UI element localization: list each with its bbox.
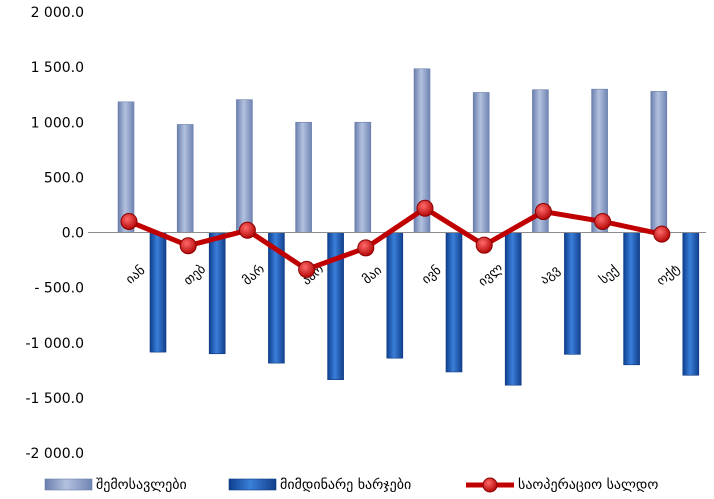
y-tick-label: 2 000.0 (31, 5, 84, 21)
income-bar (354, 121, 372, 233)
balance-point (594, 212, 612, 230)
income-bar (472, 92, 490, 233)
category-label: თებ (181, 262, 209, 289)
y-tick-label: -1 500.0 (26, 391, 85, 407)
income-bar (236, 99, 253, 233)
y-tick-label: - 500.0 (34, 281, 84, 297)
balance-point (653, 225, 671, 243)
legend: შემოსავლები მიმდინარე ხარჯები საოპერაციო ს… (44, 476, 658, 493)
y-tick-label: 1 000.0 (31, 115, 84, 131)
y-tick-label: -2 000.0 (26, 446, 85, 462)
balance-point (357, 239, 375, 257)
balance-point (238, 221, 256, 239)
y-tick-label: -1 000.0 (26, 336, 85, 352)
income-bar (176, 124, 194, 233)
category-label: სექ (597, 263, 622, 287)
balance-point (298, 260, 316, 278)
category-label: მარ (240, 262, 268, 289)
y-axis: 2 000.0 1 500.0 1 000.0 500.0 0.0 - 500.0 -1 0… (26, 5, 85, 462)
category-label: მაი (360, 263, 385, 288)
category-label: ოქტ (654, 261, 683, 289)
category-label: აგვ (537, 263, 563, 288)
expense-bar (504, 232, 522, 386)
legend-label-income: შემოსავლები (96, 477, 187, 493)
category-label: იან (123, 263, 148, 288)
legend-marker-balance (482, 477, 498, 493)
income-bar (295, 121, 312, 233)
y-tick-label: 0.0 (62, 226, 84, 242)
category-label: ივლ (476, 261, 507, 290)
balance-point (179, 237, 197, 255)
balance-line-layer (120, 199, 671, 278)
expense-bar (149, 232, 167, 353)
legend-label-expense: მიმდინარე ხარჯები (280, 476, 411, 493)
expense-bar (208, 232, 226, 355)
balance-point (475, 236, 493, 254)
income-bar (117, 101, 135, 233)
expense-bar (445, 232, 463, 373)
expense-bar (386, 232, 404, 359)
legend-label-balance: საოპერაციო სალდო (518, 476, 658, 493)
legend-swatch-expense (228, 478, 277, 491)
income-bar (650, 91, 668, 233)
income-bar (591, 88, 608, 233)
bars-layer (117, 68, 700, 386)
legend-swatch-income (44, 478, 93, 491)
balance-point (534, 203, 552, 221)
expense-bar (564, 232, 581, 355)
category-labels: იან თებ მარ აპრ მაი ივნ ივლ აგვ სექ ოქტ (123, 261, 683, 290)
balance-point (120, 212, 138, 230)
expense-bar (682, 232, 700, 376)
balance-point (416, 199, 434, 217)
category-label: ივნ (419, 263, 444, 288)
y-tick-label: 500.0 (44, 170, 84, 186)
balance-line (128, 205, 663, 272)
expense-bar (623, 232, 640, 366)
y-tick-label: 1 500.0 (31, 60, 84, 76)
